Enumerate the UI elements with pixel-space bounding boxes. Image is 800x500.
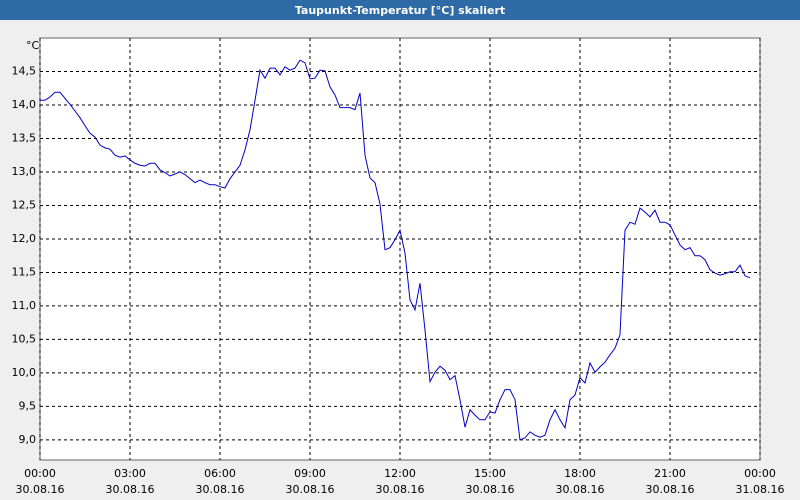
- x-tick-date: 30.08.16: [646, 483, 695, 496]
- y-tick-label: 11,0: [12, 299, 37, 312]
- x-tick-date: 31.08.16: [736, 483, 785, 496]
- x-tick-label: 09:00: [294, 467, 326, 480]
- y-tick-label: 13,0: [12, 165, 37, 178]
- y-tick-label: 14,0: [12, 98, 37, 111]
- y-tick-label: 12,0: [12, 232, 37, 245]
- x-tick-date: 30.08.16: [16, 483, 65, 496]
- x-tick-date: 30.08.16: [286, 483, 335, 496]
- x-tick-label: 12:00: [384, 467, 416, 480]
- x-tick-date: 30.08.16: [466, 483, 515, 496]
- y-tick-label: 11,5: [12, 265, 37, 278]
- y-tick-label: 13,5: [12, 131, 37, 144]
- y-tick-label: 10,0: [12, 366, 37, 379]
- y-unit: °C: [26, 39, 40, 52]
- title-bar: [0, 0, 800, 20]
- y-tick-label: 10,5: [12, 332, 37, 345]
- y-tick-label: 9,5: [19, 399, 37, 412]
- x-tick-label: 15:00: [474, 467, 506, 480]
- y-tick-label: 12,5: [12, 198, 37, 211]
- x-tick-label: 06:00: [204, 467, 236, 480]
- x-tick-label: 00:00: [744, 467, 776, 480]
- x-tick-date: 30.08.16: [106, 483, 155, 496]
- x-tick-label: 18:00: [564, 467, 596, 480]
- x-tick-label: 03:00: [114, 467, 146, 480]
- y-tick-label: 14,5: [12, 64, 37, 77]
- data-line: [40, 59, 751, 441]
- chart-title: Taupunkt-Temperatur [°C] skaliert: [295, 4, 505, 17]
- x-tick-date: 30.08.16: [376, 483, 425, 496]
- x-tick-label: 21:00: [654, 467, 686, 480]
- x-tick-label: 00:00: [24, 467, 56, 480]
- y-tick-label: 9,0: [19, 433, 37, 446]
- x-tick-date: 30.08.16: [556, 483, 605, 496]
- x-tick-date: 30.08.16: [196, 483, 245, 496]
